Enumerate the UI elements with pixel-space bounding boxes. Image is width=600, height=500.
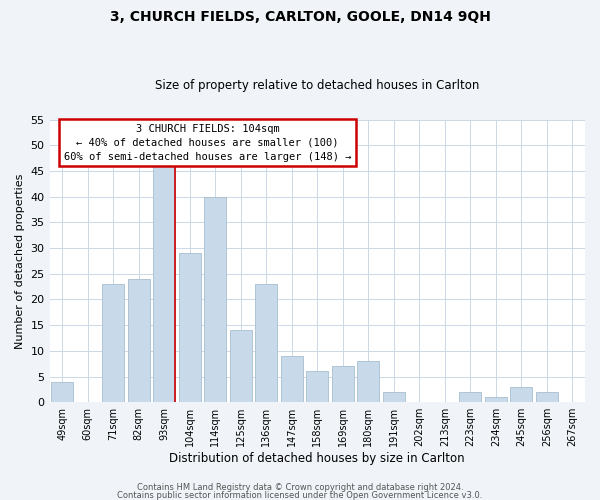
- Bar: [154, 166, 175, 402]
- Bar: [536, 392, 557, 402]
- Bar: [307, 372, 328, 402]
- X-axis label: Distribution of detached houses by size in Carlton: Distribution of detached houses by size …: [169, 452, 465, 465]
- Bar: [281, 356, 302, 402]
- Text: 3, CHURCH FIELDS, CARLTON, GOOLE, DN14 9QH: 3, CHURCH FIELDS, CARLTON, GOOLE, DN14 9…: [110, 10, 490, 24]
- Bar: [179, 253, 200, 402]
- Bar: [460, 392, 481, 402]
- Bar: [230, 330, 251, 402]
- Bar: [52, 382, 73, 402]
- Bar: [103, 284, 124, 402]
- Text: 3 CHURCH FIELDS: 104sqm
← 40% of detached houses are smaller (100)
60% of semi-d: 3 CHURCH FIELDS: 104sqm ← 40% of detache…: [64, 124, 351, 162]
- Bar: [511, 387, 532, 402]
- Bar: [256, 284, 277, 402]
- Bar: [332, 366, 353, 402]
- Bar: [128, 279, 149, 402]
- Bar: [358, 361, 379, 402]
- Text: Contains HM Land Registry data © Crown copyright and database right 2024.: Contains HM Land Registry data © Crown c…: [137, 484, 463, 492]
- Text: Contains public sector information licensed under the Open Government Licence v3: Contains public sector information licen…: [118, 490, 482, 500]
- Bar: [383, 392, 404, 402]
- Title: Size of property relative to detached houses in Carlton: Size of property relative to detached ho…: [155, 79, 479, 92]
- Y-axis label: Number of detached properties: Number of detached properties: [15, 173, 25, 348]
- Bar: [205, 196, 226, 402]
- Bar: [485, 397, 506, 402]
